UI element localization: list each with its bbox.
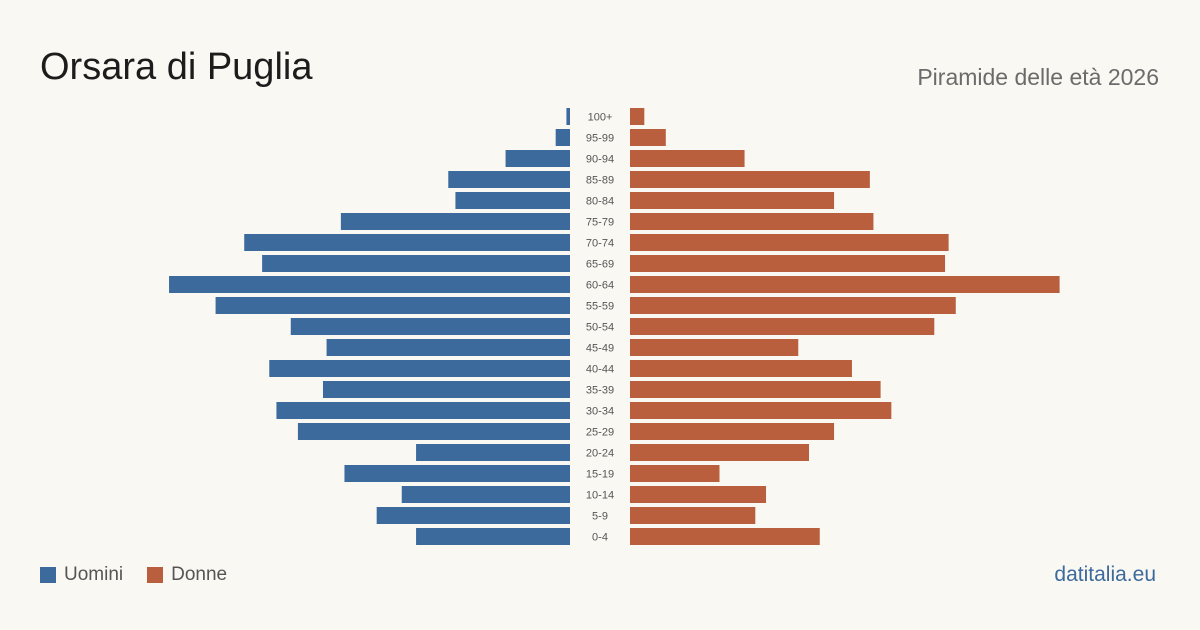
bar-women-90-94 [630,150,745,167]
age-label-15-19: 15-19 [586,469,614,481]
bar-women-25-29 [630,423,835,440]
bar-women-70-74 [630,234,949,251]
legend-label-women: Donne [171,564,228,585]
bar-women-0-4 [630,528,820,545]
age-label-100plus: 100+ [588,112,613,124]
legend-label-men: Uomini [64,564,124,585]
bar-women-30-34 [630,402,892,419]
bar-women-5-9 [630,507,756,524]
chart-title: Orsara di Puglia [40,46,313,88]
bar-men-35-39 [322,381,570,398]
bar-women-45-49 [630,339,799,356]
bar-men-65-69 [262,255,570,272]
age-label-75-79: 75-79 [586,217,614,229]
age-label-40-44: 40-44 [586,364,614,376]
bar-women-50-54 [630,318,935,335]
age-label-10-14: 10-14 [586,490,614,502]
bar-women-100plus [630,108,645,125]
legend-item-men: Uomini [40,564,123,586]
age-label-55-59: 55-59 [586,301,614,313]
bar-women-75-79 [630,213,874,230]
legend: Uomini Donne [40,564,251,586]
bar-women-35-39 [630,381,881,398]
bar-men-5-9 [376,507,570,524]
bar-men-10-14 [401,486,570,503]
bar-men-90-94 [505,150,570,167]
age-label-30-34: 30-34 [586,406,614,418]
bar-men-50-54 [290,318,570,335]
age-label-85-89: 85-89 [586,175,614,187]
bar-men-85-89 [448,171,570,188]
bar-men-55-59 [215,297,570,314]
age-label-70-74: 70-74 [586,238,614,250]
bar-men-75-79 [340,213,570,230]
bar-women-85-89 [630,171,870,188]
age-label-50-54: 50-54 [586,322,614,334]
age-label-95-99: 95-99 [586,133,614,145]
bar-men-30-34 [276,402,570,419]
bar-men-25-29 [297,423,570,440]
bar-women-40-44 [630,360,852,377]
age-label-35-39: 35-39 [586,385,614,397]
bar-women-80-84 [630,192,835,209]
chart-subtitle: Piramide delle età 2026 [917,64,1159,90]
bar-women-55-59 [630,297,956,314]
age-label-0-4: 0-4 [592,532,608,544]
bar-women-95-99 [630,129,666,146]
bar-women-20-24 [630,444,809,461]
bar-men-100plus [566,108,570,125]
age-label-20-24: 20-24 [586,448,614,460]
age-label-5-9: 5-9 [592,511,608,523]
bar-men-40-44 [269,360,570,377]
age-label-65-69: 65-69 [586,259,614,271]
bar-women-65-69 [630,255,946,272]
bar-men-95-99 [555,129,570,146]
age-label-25-29: 25-29 [586,427,614,439]
legend-swatch-women [147,567,164,583]
age-label-60-64: 60-64 [586,280,614,292]
bar-men-80-84 [455,192,570,209]
bar-men-0-4 [416,528,570,545]
bar-women-15-19 [630,465,720,482]
age-label-45-49: 45-49 [586,343,614,355]
bar-men-70-74 [244,234,570,251]
bar-men-20-24 [416,444,570,461]
legend-item-women: Donne [147,564,227,586]
bar-women-10-14 [630,486,767,503]
bar-men-45-49 [326,339,570,356]
legend-swatch-men [40,567,56,583]
age-label-80-84: 80-84 [586,196,614,208]
bar-women-60-64 [630,276,1060,293]
bar-men-60-64 [169,276,571,293]
source-link[interactable]: datitalia.eu [1054,563,1156,586]
age-label-90-94: 90-94 [586,154,614,166]
bar-men-15-19 [344,465,570,482]
